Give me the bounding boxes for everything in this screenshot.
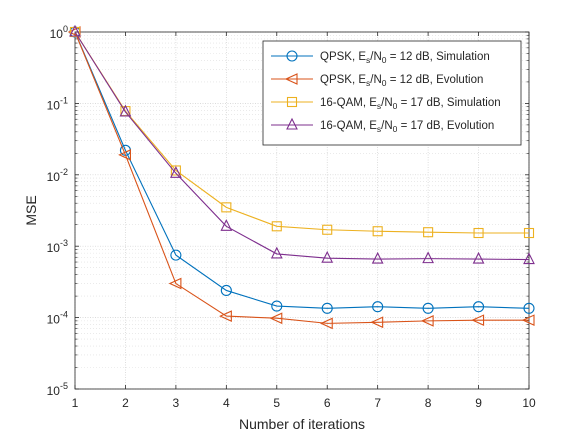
data-point (472, 251, 485, 264)
data-point (69, 24, 81, 37)
legend-marker (286, 117, 298, 130)
data-point (321, 250, 334, 263)
series-1 (69, 26, 535, 314)
x-tick-label: 10 (522, 396, 536, 410)
data-point (321, 302, 333, 314)
data-point (168, 277, 182, 290)
legend-marker (286, 50, 298, 62)
x-tick-label: 7 (374, 396, 381, 410)
legend-marker (286, 96, 298, 108)
y-tick-label: 100 (50, 24, 68, 41)
x-tick-label: 5 (273, 396, 280, 410)
series-line (74, 31, 529, 234)
data-point (521, 314, 535, 327)
data-point (271, 300, 283, 312)
data-point (269, 312, 283, 325)
legend-label: QPSK, Es/N0 = 12 dB, Simulation (320, 51, 490, 65)
x-tick-label: 6 (324, 396, 331, 410)
data-point (422, 302, 434, 314)
series-line (74, 31, 529, 324)
data-point (271, 221, 282, 232)
data-point (170, 249, 182, 261)
x-axis-label: Number of iterations (239, 416, 365, 432)
data-point (523, 227, 535, 239)
data-point (372, 226, 383, 237)
y-tick-label: 10-4 (47, 310, 68, 327)
x-tick-label: 4 (223, 396, 230, 410)
axis-ticks: 1 2 3 4 5 6 7 8 9 10 10-5 10-4 10-3 10-2 10-1 100 (47, 24, 536, 410)
plot-area-frame (74, 31, 530, 390)
series-3 (69, 26, 535, 239)
series-group (67, 24, 535, 330)
legend-box (262, 40, 522, 146)
legend-entry-3: 16-QAM, Es/N0 = 17 dB, Simulation (271, 96, 501, 111)
data-point (523, 252, 535, 265)
y-axis-label: MSE (23, 195, 39, 225)
data-point (119, 104, 132, 117)
y-tick-label: 10-2 (47, 167, 68, 184)
data-point (370, 316, 384, 329)
data-point (473, 227, 484, 239)
data-point (471, 314, 485, 327)
legend-entry-1: QPSK, Es/N0 = 12 dB, Simulation (271, 50, 490, 65)
legend-label: QPSK, Es/N0 = 12 dB, Evolution (320, 74, 483, 88)
series-4 (69, 24, 535, 265)
data-point (270, 246, 283, 259)
data-point (219, 310, 232, 322)
x-tick-label: 8 (425, 396, 432, 410)
data-point (423, 227, 434, 238)
data-point (322, 224, 333, 235)
x-tick-label: 9 (475, 396, 482, 410)
legend-label: 16-QAM, Es/N0 = 17 dB, Evolution (320, 120, 494, 134)
legend-entry-4: 16-QAM, Es/N0 = 17 dB, Evolution (271, 117, 494, 134)
x-tick-label: 3 (173, 396, 180, 410)
data-point (420, 315, 434, 327)
data-point (319, 317, 333, 330)
data-point (220, 219, 233, 231)
data-point (221, 202, 232, 213)
legend-label: 16-QAM, Es/N0 = 17 dB, Simulation (320, 97, 501, 111)
data-point (169, 166, 182, 178)
series-2 (67, 26, 535, 330)
series-line (74, 31, 530, 309)
legend-entry-2: QPSK, Es/N0 = 12 dB, Evolution (271, 73, 483, 88)
x-tick-label: 2 (122, 396, 129, 410)
legend: QPSK, Es/N0 = 12 dB, Simulation QPSK, Es/… (262, 40, 522, 146)
data-point (118, 149, 131, 161)
data-point (371, 251, 384, 264)
y-tick-label: 10-3 (47, 238, 68, 255)
series-line (74, 31, 530, 261)
x-tick-label: 1 (72, 396, 79, 410)
data-point (422, 251, 435, 264)
data-point (372, 301, 384, 313)
data-point (473, 301, 485, 313)
data-point (170, 165, 181, 176)
y-tick-label: 10-5 (47, 381, 68, 398)
data-point (523, 302, 535, 314)
data-point (220, 284, 232, 297)
legend-marker (284, 73, 298, 85)
y-tick-label: 10-1 (47, 95, 68, 112)
